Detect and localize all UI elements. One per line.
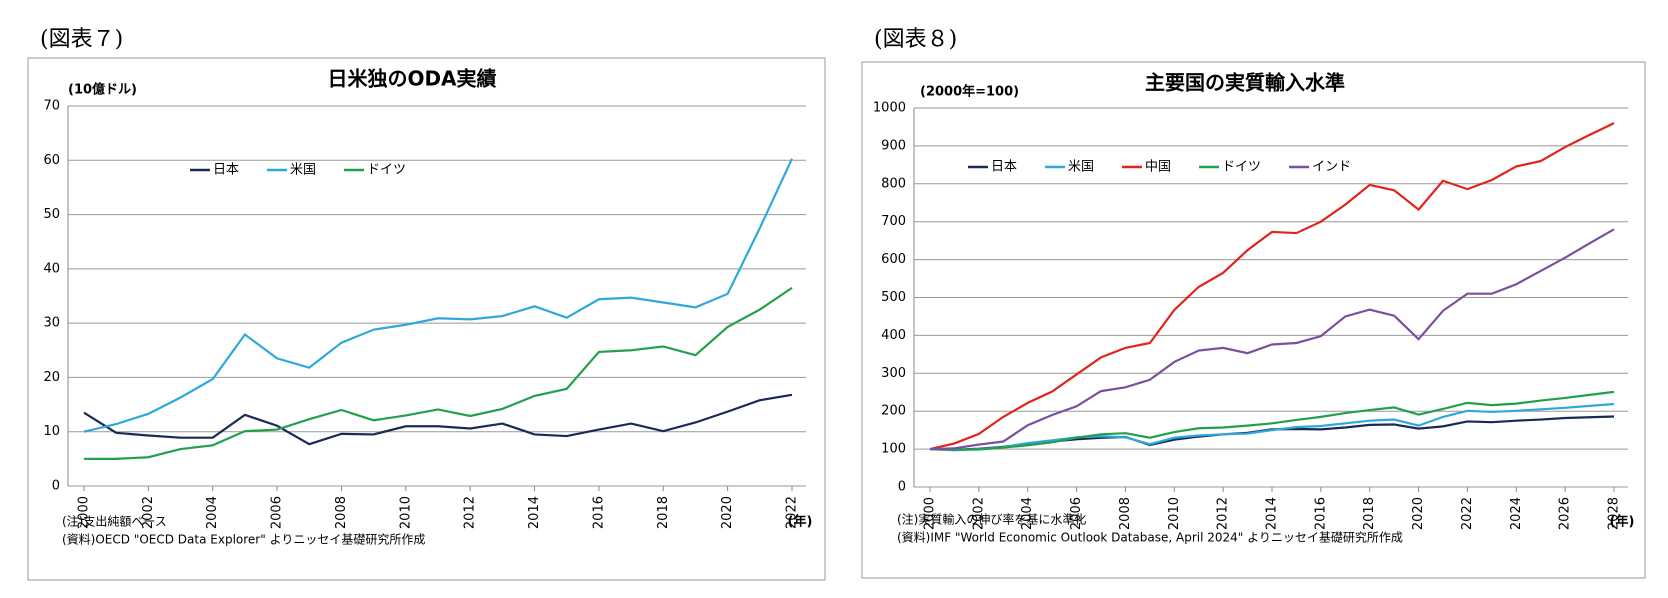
chart-frame <box>27 57 826 581</box>
note: (注)支出純額ベース <box>62 514 167 529</box>
chart-title: 主要国の実質輸入水準 <box>1145 71 1345 95</box>
y-tick-label: 1000 <box>873 101 906 116</box>
y-tick-label: 300 <box>881 366 906 381</box>
x-tick-label: 2016 <box>591 496 606 529</box>
x-tick-label: 2008 <box>334 496 349 529</box>
x-tick-label: 2002 <box>141 496 156 529</box>
unit-label: (10億ドル) <box>68 82 137 98</box>
legend-label: 日本 <box>991 160 1017 175</box>
x-tick-label: 2000 <box>923 497 938 530</box>
y-tick-label: 400 <box>881 328 906 343</box>
series-line <box>83 158 793 433</box>
x-tick-label: 2004 <box>1020 497 1035 530</box>
y-tick-label: 500 <box>881 290 906 305</box>
x-tick-label: 2024 <box>1509 497 1524 530</box>
figure-label: (図表７) <box>40 27 123 52</box>
x-tick-label: 2018 <box>656 496 671 529</box>
x-tick-label: 2028 <box>1607 497 1622 530</box>
x-tick-label: 2020 <box>720 496 735 529</box>
y-tick-label: 20 <box>43 370 60 385</box>
y-tick-label: 40 <box>43 261 60 276</box>
chart-frame <box>861 61 1646 579</box>
x-tick-label: 2022 <box>785 496 800 529</box>
legend-label: 日本 <box>213 163 239 178</box>
chart-title: 日米独のODA実績 <box>327 67 496 91</box>
x-tick-label: 2026 <box>1558 497 1573 530</box>
legend-label: 米国 <box>290 163 316 178</box>
x-tick-label: 2014 <box>1265 497 1280 530</box>
x-tick-label: 2006 <box>1069 497 1084 530</box>
x-tick-label: 2022 <box>1460 497 1475 530</box>
note: (資料)IMF "World Economic Outlook Database… <box>897 530 1403 545</box>
x-tick-label: 2006 <box>270 496 285 529</box>
y-tick-label: 50 <box>43 207 60 222</box>
series-line <box>929 390 1615 451</box>
y-tick-label: 30 <box>43 316 60 331</box>
y-tick-label: 0 <box>52 479 60 494</box>
x-tick-label: 2016 <box>1313 497 1328 530</box>
legend-label: 中国 <box>1145 160 1171 175</box>
note: (資料)OECD "OECD Data Explorer" よりニッセイ基礎研究… <box>62 532 425 547</box>
x-tick-label: 2010 <box>398 496 413 529</box>
legend-label: ドイツ <box>1222 160 1261 175</box>
note: (注)実質輸入の伸び率を基に水準化 <box>897 512 1086 527</box>
x-tick-label: 2012 <box>463 496 478 529</box>
y-tick-label: 700 <box>881 214 906 229</box>
x-tick-label: 2020 <box>1411 497 1426 530</box>
y-tick-label: 0 <box>898 480 906 495</box>
legend-label: ドイツ <box>367 163 406 178</box>
x-tick-label: 2000 <box>77 496 92 529</box>
x-axis-label: (年) <box>788 514 813 530</box>
x-tick-label: 2018 <box>1362 497 1377 530</box>
x-tick-label: 2010 <box>1167 497 1182 530</box>
legend-label: 米国 <box>1068 160 1094 175</box>
x-axis-label: (年) <box>1610 514 1635 530</box>
y-tick-label: 200 <box>881 404 906 419</box>
x-tick-label: 2014 <box>527 496 542 529</box>
series-line <box>84 286 793 460</box>
series-line <box>929 122 1615 451</box>
y-tick-label: 100 <box>881 442 906 457</box>
figure-label: (図表８) <box>874 27 957 52</box>
y-tick-label: 60 <box>43 153 60 168</box>
y-tick-label: 900 <box>881 138 906 153</box>
y-tick-label: 600 <box>881 252 906 267</box>
y-tick-label: 10 <box>43 424 60 439</box>
x-tick-label: 2012 <box>1216 497 1231 530</box>
y-tick-label: 70 <box>43 99 60 114</box>
x-tick-label: 2002 <box>971 497 986 530</box>
x-tick-label: 2008 <box>1118 497 1133 530</box>
y-tick-label: 800 <box>881 176 906 191</box>
series-line <box>83 393 793 446</box>
series-line <box>929 228 1615 451</box>
series-line <box>929 402 1615 452</box>
legend-label: インド <box>1312 160 1351 175</box>
x-tick-label: 2004 <box>205 496 220 529</box>
unit-label: (2000年=100) <box>920 84 1019 100</box>
